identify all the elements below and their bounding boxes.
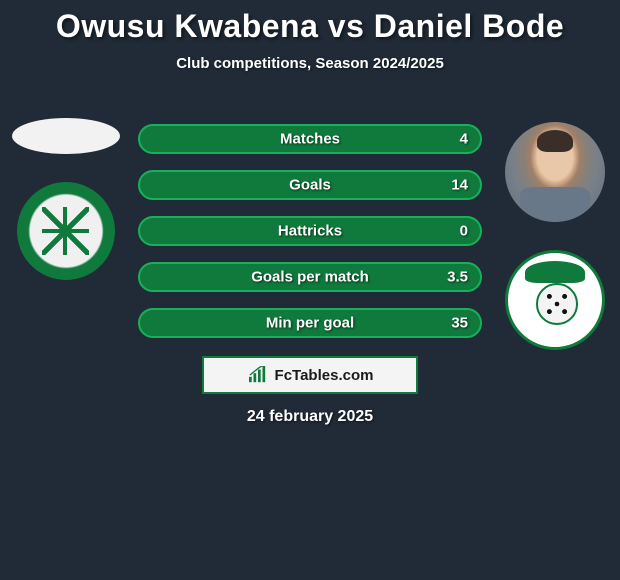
club-logo-left [17, 182, 115, 280]
stat-row: Goals 14 [138, 170, 482, 200]
stat-row: Hattricks 0 [138, 216, 482, 246]
subtitle: Club competitions, Season 2024/2025 [0, 55, 620, 72]
avatar-right [505, 122, 605, 222]
page-title: Owusu Kwabena vs Daniel Bode [0, 0, 620, 45]
player-left-column [8, 118, 123, 280]
stat-value: 4 [460, 131, 468, 148]
branding-box: FcTables.com [202, 356, 418, 394]
stat-row: Goals per match 3.5 [138, 262, 482, 292]
stat-value: 3.5 [447, 269, 468, 286]
club-logo-right [505, 250, 605, 350]
player-right-column [500, 122, 610, 350]
stat-label: Matches [280, 131, 340, 148]
stat-label: Goals per match [251, 269, 369, 286]
chart-icon [247, 366, 269, 384]
stats-bars: Matches 4 Goals 14 Hattricks 0 Goals per… [138, 124, 482, 354]
stat-label: Hattricks [278, 223, 342, 240]
stat-value: 14 [451, 177, 468, 194]
stat-value: 0 [460, 223, 468, 240]
stat-value: 35 [451, 315, 468, 332]
date-text: 24 february 2025 [247, 408, 373, 426]
stat-row: Matches 4 [138, 124, 482, 154]
stat-label: Goals [289, 177, 331, 194]
stat-label: Min per goal [266, 315, 354, 332]
stat-row: Min per goal 35 [138, 308, 482, 338]
avatar-left [12, 118, 120, 154]
branding-text: FcTables.com [275, 367, 374, 384]
